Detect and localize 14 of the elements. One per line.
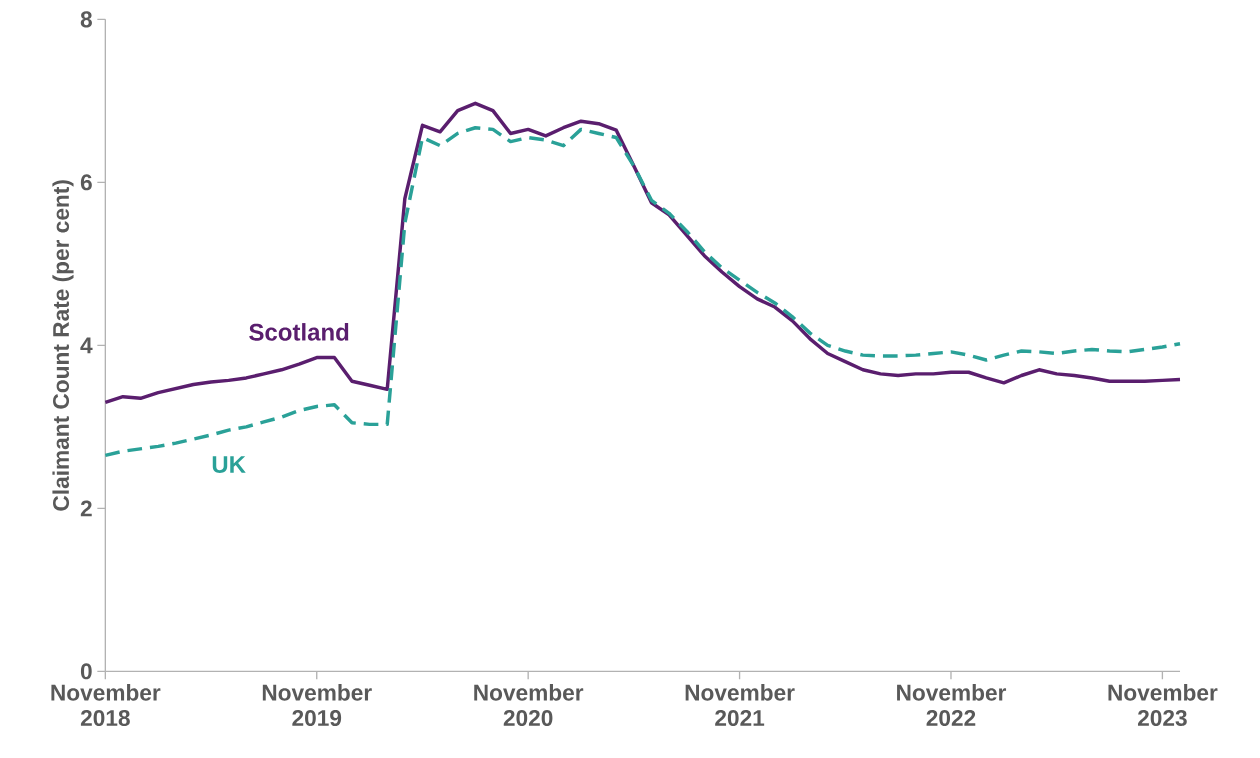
x-tick-label: November 2021 [685,684,795,727]
x-tick-label: November 2018 [51,684,161,727]
y-tick-label: 8 [80,11,92,28]
y-tick-label: 4 [80,337,93,354]
y-tick-label: 0 [80,663,92,680]
y-tick-label: 2 [80,500,92,517]
y-tick-label: 6 [80,174,92,191]
y-axis-title: Claimant Count Rate (per cent) [52,180,74,511]
series-label: Scotland [249,323,349,341]
x-tick-label: November 2020 [474,684,584,727]
x-tick-label: November 2022 [897,684,1007,727]
x-tick-label: November 2019 [262,684,372,727]
series-label: UK [212,456,246,473]
x-tick-label: November 2023 [1108,684,1218,727]
